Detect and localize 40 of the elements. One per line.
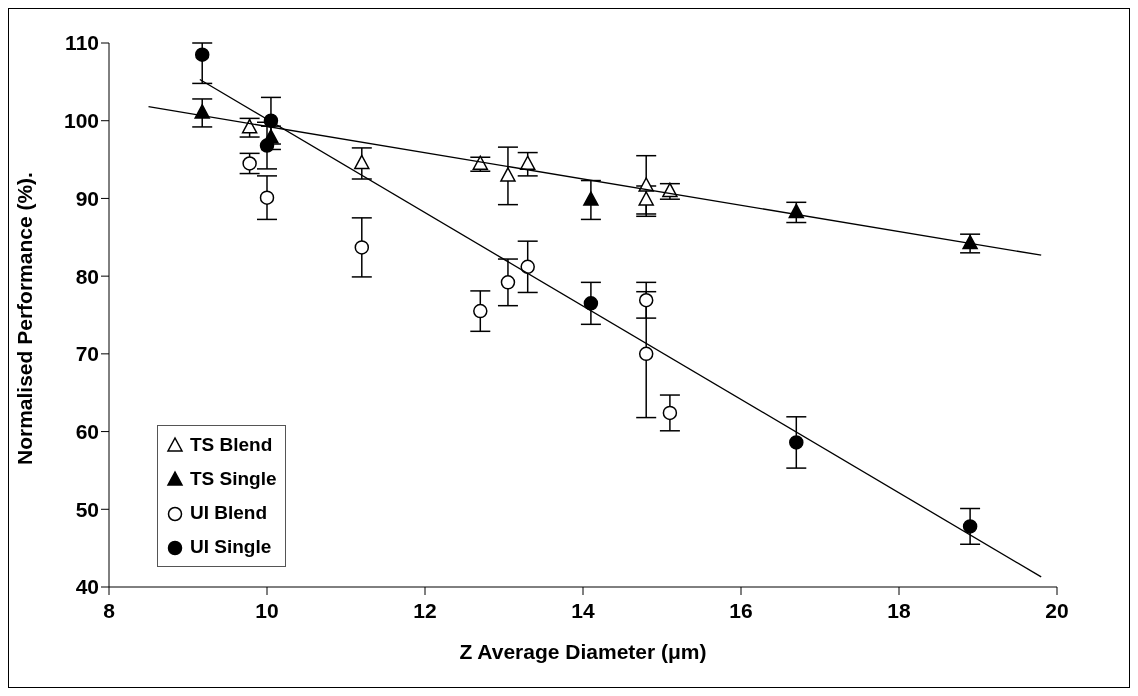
point	[473, 303, 488, 319]
y-axis-title: Normalised Performance (%).	[13, 172, 37, 465]
point	[638, 292, 654, 308]
y-tick-label: 60	[75, 420, 99, 444]
point	[194, 47, 210, 62]
x-tick-label: 16	[729, 598, 753, 622]
point	[520, 259, 535, 275]
y-tick-label: 110	[65, 31, 99, 55]
point	[583, 296, 599, 311]
legend-label: TS Single	[190, 468, 277, 490]
point	[259, 190, 275, 205]
point	[662, 405, 678, 421]
point	[638, 346, 654, 362]
point	[519, 155, 536, 170]
y-tick-label: 90	[75, 186, 99, 210]
x-tick-label: 14	[571, 598, 595, 622]
point	[500, 167, 516, 182]
legend-label: TS Blend	[190, 434, 273, 456]
point	[638, 191, 654, 206]
point	[354, 240, 370, 255]
x-tick-label: 10	[255, 598, 279, 622]
point	[583, 191, 599, 206]
legend-label: UI Single	[190, 536, 272, 558]
x-tick-label: 18	[887, 598, 911, 622]
y-tick-label: 80	[75, 264, 99, 288]
point	[962, 519, 978, 534]
y-tick-label: 70	[75, 342, 99, 366]
point	[259, 138, 275, 153]
x-axis-title: Z Average Diameter (μm)	[459, 640, 707, 663]
point	[194, 104, 210, 119]
y-tick-label: 100	[63, 109, 99, 133]
x-tick-label: 20	[1045, 598, 1069, 622]
point	[354, 154, 370, 170]
legend-label: UI Blend	[190, 502, 268, 524]
x-tick-label: 8	[103, 598, 116, 622]
y-tick-label: 40	[75, 575, 99, 599]
x-tick-label: 12	[413, 598, 437, 622]
point	[789, 435, 804, 450]
y-tick-label: 50	[75, 497, 99, 521]
point	[500, 275, 516, 290]
